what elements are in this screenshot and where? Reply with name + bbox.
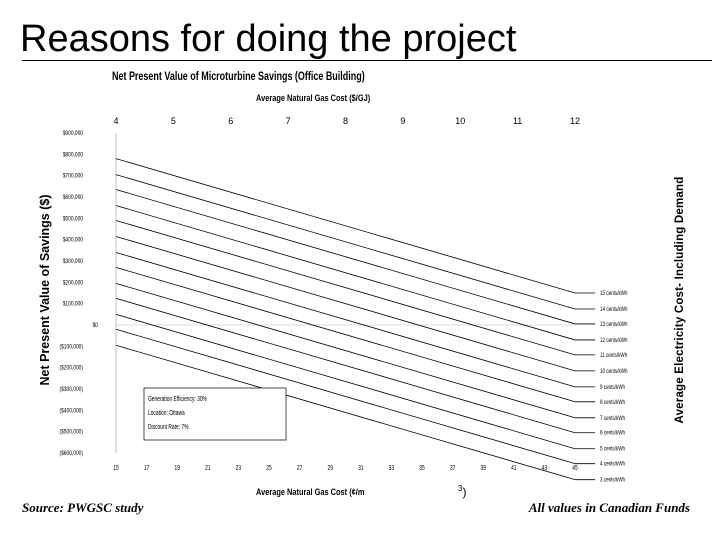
bottom-tick-label: 21 <box>205 465 211 472</box>
bottom-tick-label: 33 <box>389 465 395 472</box>
series-line <box>115 344 576 481</box>
source-note: Source: PWGSC study <box>22 500 144 515</box>
y-axis-label: Net Present Value of Savings ($) <box>38 194 52 386</box>
series-label: 12 cents/kWh <box>600 337 628 344</box>
bottom-tick-label: 29 <box>327 465 333 472</box>
y-tick-label: $700,000 <box>63 173 83 180</box>
top-tick-label: 12 <box>570 116 580 126</box>
note-box <box>143 387 287 441</box>
bottom-tick-label: 17 <box>144 465 150 472</box>
bottom-tick-label: 23 <box>236 465 242 472</box>
series-line <box>115 158 576 294</box>
bottom-axis-unit: 3) <box>458 484 466 499</box>
top-tick-label: 11 <box>513 116 522 126</box>
top-tick-label: 8 <box>343 116 348 126</box>
series-line <box>115 252 576 388</box>
top-tick-label: 4 <box>113 116 118 126</box>
right-axis-label: Average Electricity Cost- Including Dema… <box>674 176 686 424</box>
series-line <box>115 220 576 356</box>
bottom-tick-label: 35 <box>419 465 425 472</box>
series-label: 8 cents/kWh <box>600 399 625 406</box>
series-line <box>115 205 576 341</box>
note-box-line: Discount Rate: 7% <box>148 424 189 431</box>
y-tick-label: $600,000 <box>63 194 83 201</box>
series-line <box>115 313 576 450</box>
series-label: 15 cents/kWh <box>600 290 628 297</box>
series-line <box>115 328 576 465</box>
y-tick-label: ($300,000) <box>59 386 83 393</box>
unit-superscript: 3 <box>458 484 463 493</box>
series-label: 7 cents/kWh <box>600 415 625 422</box>
y-tick-label: $300,000 <box>63 258 83 265</box>
bottom-tick-label: 15 <box>113 465 119 472</box>
note-box-line: Location: Ottawa <box>148 410 185 417</box>
y-tick-label: ($200,000) <box>59 365 83 372</box>
currency-note: All values in Canadian Funds <box>528 500 690 515</box>
top-tick-label: 6 <box>228 116 233 126</box>
series-label: 11 cents/kWh <box>600 352 627 359</box>
top-tick-label: 10 <box>455 116 465 126</box>
series-line <box>115 283 576 419</box>
y-tick-label: $500,000 <box>63 216 83 223</box>
series-label: 5 cents/kWh <box>600 446 625 453</box>
bottom-axis-label: Average Natural Gas Cost (¢/m <box>256 487 365 498</box>
series-line <box>115 189 576 325</box>
note-box-line: Generation Efficiency: 30% <box>148 396 207 403</box>
series-line <box>115 297 576 434</box>
y-tick-label: $800,000 <box>63 152 83 159</box>
y-tick-label: $900,000 <box>63 130 83 137</box>
series-label: 9 cents/kWh <box>600 384 625 391</box>
bottom-tick-label: 27 <box>297 465 303 472</box>
y-tick-label: ($600,000) <box>59 450 83 457</box>
y-tick-label: $400,000 <box>63 237 83 244</box>
series-label: 4 cents/kWh <box>600 461 625 468</box>
top-axis-label: Average Natural Gas Cost ($/GJ) <box>256 93 371 104</box>
series-line <box>115 267 576 403</box>
chart-title: Net Present Value of Microturbine Saving… <box>112 71 365 83</box>
series-label: 6 cents/kWh <box>600 430 625 437</box>
series-line <box>115 236 576 372</box>
series-label: 14 cents/kWh <box>600 306 628 313</box>
top-tick-label: 5 <box>171 116 176 126</box>
y-tick-label: ($500,000) <box>59 429 83 436</box>
y-tick-label: $200,000 <box>63 280 83 287</box>
series-line <box>115 174 576 310</box>
bottom-tick-label: 25 <box>266 465 272 472</box>
title-divider <box>22 60 712 61</box>
bottom-tick-label: 31 <box>358 465 364 472</box>
y-tick-label: ($400,000) <box>59 408 83 415</box>
bottom-tick-label: 43 <box>542 465 548 472</box>
y-tick-label: ($100,000) <box>59 344 83 351</box>
y-tick-label: $0 <box>93 322 98 329</box>
bottom-tick-label: 39 <box>480 465 486 472</box>
bottom-tick-label: 19 <box>174 465 180 472</box>
y-tick-label: $100,000 <box>63 301 83 308</box>
series-label: 3 cents/kWh <box>600 477 625 484</box>
top-tick-label: 9 <box>400 116 405 126</box>
unit-close-paren: ) <box>462 485 467 499</box>
series-label: 13 cents/kWh <box>600 321 628 328</box>
series-label: 10 cents/kWh <box>600 368 628 375</box>
bottom-tick-label: 37 <box>450 465 456 472</box>
bottom-tick-label: 41 <box>511 465 517 472</box>
top-tick-label: 7 <box>286 116 291 126</box>
slide-title: Reasons for doing the project <box>20 18 517 60</box>
bottom-tick-label: 45 <box>572 465 578 472</box>
